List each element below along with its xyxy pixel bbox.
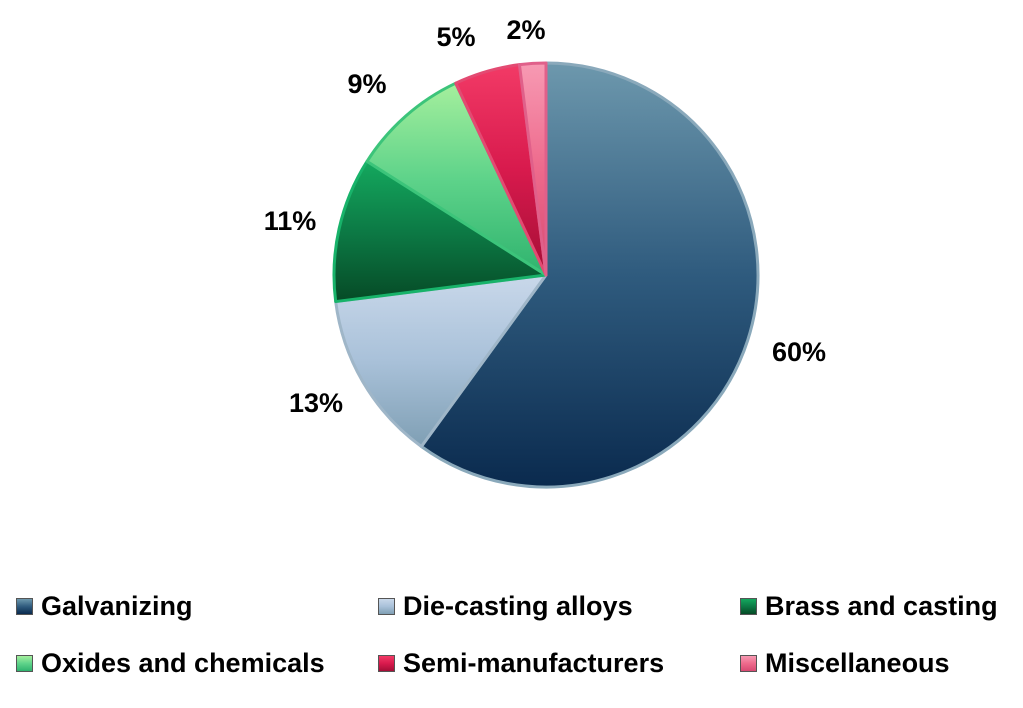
- legend: Galvanizing Die-casting alloys Brass and…: [16, 588, 1016, 698]
- legend-item-galvanizing: Galvanizing: [16, 588, 193, 624]
- pie-slices: [332, 61, 760, 489]
- pie-slice-oxides-and-chemicals: [365, 81, 548, 277]
- legend-swatch-galvanizing: [16, 597, 33, 615]
- legend-item-semi-manufacturers: Semi-manufacturers: [378, 645, 664, 681]
- pie-slice-die-casting-alloys: [334, 273, 548, 449]
- legend-item-oxides-and-chemicals: Oxides and chemicals: [16, 645, 325, 681]
- value-label-galvanizing: 60%: [772, 337, 826, 367]
- legend-item-brass-and-casting: Brass and casting: [740, 588, 998, 624]
- value-label-oxides-and-chemicals: 9%: [347, 69, 386, 99]
- value-label-semi-manufacturers: 5%: [436, 22, 475, 52]
- legend-item-miscellaneous: Miscellaneous: [740, 645, 950, 681]
- legend-label-galvanizing: Galvanizing: [41, 590, 193, 621]
- legend-label-die-casting-alloys: Die-casting alloys: [403, 590, 633, 621]
- pie-slice-brass-and-casting: [332, 159, 548, 304]
- value-label-miscellaneous: 2%: [506, 15, 545, 45]
- legend-label-semi-manufacturers: Semi-manufacturers: [403, 647, 665, 678]
- legend-label-oxides-and-chemicals: Oxides and chemicals: [41, 647, 325, 678]
- legend-label-miscellaneous: Miscellaneous: [765, 647, 950, 678]
- legend-swatch-die-casting-alloys: [378, 597, 395, 615]
- legend-swatch-miscellaneous: [740, 654, 757, 672]
- legend-swatch-semi-manufacturers: [378, 654, 395, 672]
- pie-value-labels: 60% 13% 11% 9% 5% 2%: [264, 15, 826, 418]
- legend-swatch-oxides-and-chemicals: [16, 654, 33, 672]
- value-label-brass-and-casting: 11%: [264, 206, 317, 236]
- legend-label-brass-and-casting: Brass and casting: [765, 590, 998, 621]
- legend-swatch-brass-and-casting: [740, 597, 757, 615]
- pie-slice-galvanizing: [419, 61, 760, 489]
- pie-slice-miscellaneous: [517, 61, 548, 277]
- legend-item-die-casting-alloys: Die-casting alloys: [378, 588, 633, 624]
- value-label-die-casting-alloys: 13%: [289, 388, 343, 418]
